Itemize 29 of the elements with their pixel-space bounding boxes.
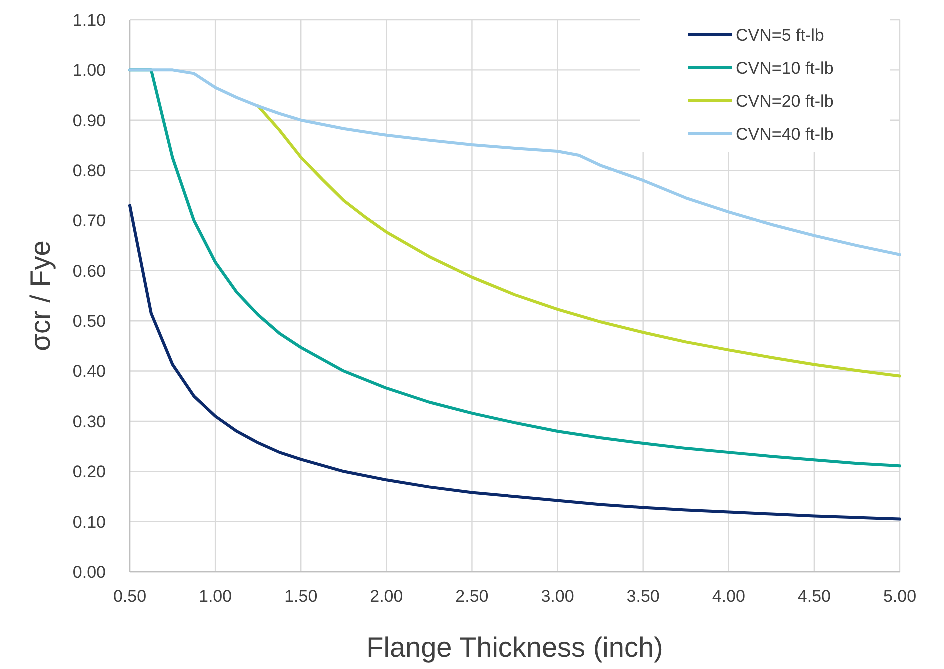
x-tick-label: 1.00 bbox=[199, 587, 232, 606]
x-tick-label: 4.00 bbox=[712, 587, 746, 606]
x-tick-label: 4.50 bbox=[798, 587, 831, 606]
x-tick-label: 5.00 bbox=[883, 587, 917, 606]
x-tick-label: 3.00 bbox=[541, 587, 574, 606]
x-tick-label: 1.50 bbox=[284, 587, 318, 606]
legend-label: CVN=40 ft-lb bbox=[736, 124, 834, 144]
x-axis-title: Flange Thickness (inch) bbox=[366, 632, 664, 663]
y-axis-title: σcr / Fye bbox=[25, 240, 56, 352]
legend-label: CVN=10 ft-lb bbox=[736, 58, 834, 78]
y-tick-label: 1.10 bbox=[72, 10, 106, 30]
x-tick-label: 2.00 bbox=[370, 587, 404, 606]
legend-label: CVN=20 ft-lb bbox=[736, 92, 834, 111]
line-series bbox=[128, 204, 902, 521]
x-tick-label: 3.50 bbox=[626, 587, 660, 606]
y-tick-label: 0.30 bbox=[72, 412, 106, 432]
y-tick-label: 0.60 bbox=[72, 262, 106, 281]
x-tick-label: 2.50 bbox=[456, 587, 489, 606]
y-tick-label: 1.00 bbox=[72, 61, 106, 80]
legend-label: CVN=5 ft-lb bbox=[736, 26, 824, 45]
y-tick-label: 0.40 bbox=[72, 362, 106, 382]
y-tick-label: 0.10 bbox=[72, 512, 106, 532]
y-tick-label: 0.90 bbox=[72, 111, 106, 130]
y-tick-label: 0.70 bbox=[72, 212, 106, 231]
y-tick-label: 0.80 bbox=[72, 161, 106, 180]
y-tick-label: 0.00 bbox=[72, 562, 106, 582]
x-tick-label: 0.50 bbox=[113, 587, 147, 606]
y-tick-label: 0.50 bbox=[72, 312, 106, 332]
y-tick-label: 0.20 bbox=[72, 462, 106, 482]
